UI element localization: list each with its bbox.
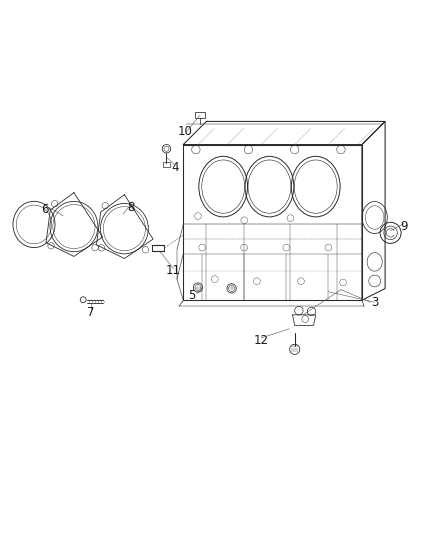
Text: 4: 4 <box>171 161 179 174</box>
Text: 11: 11 <box>165 264 180 277</box>
FancyBboxPatch shape <box>163 162 170 167</box>
Text: 7: 7 <box>87 306 95 319</box>
FancyBboxPatch shape <box>195 112 205 118</box>
Text: 12: 12 <box>254 334 268 346</box>
Text: 5: 5 <box>188 289 195 302</box>
Text: 6: 6 <box>41 203 48 216</box>
Text: 9: 9 <box>400 220 408 233</box>
Text: 8: 8 <box>127 201 134 214</box>
Text: 10: 10 <box>178 125 193 139</box>
Text: 3: 3 <box>371 296 378 309</box>
